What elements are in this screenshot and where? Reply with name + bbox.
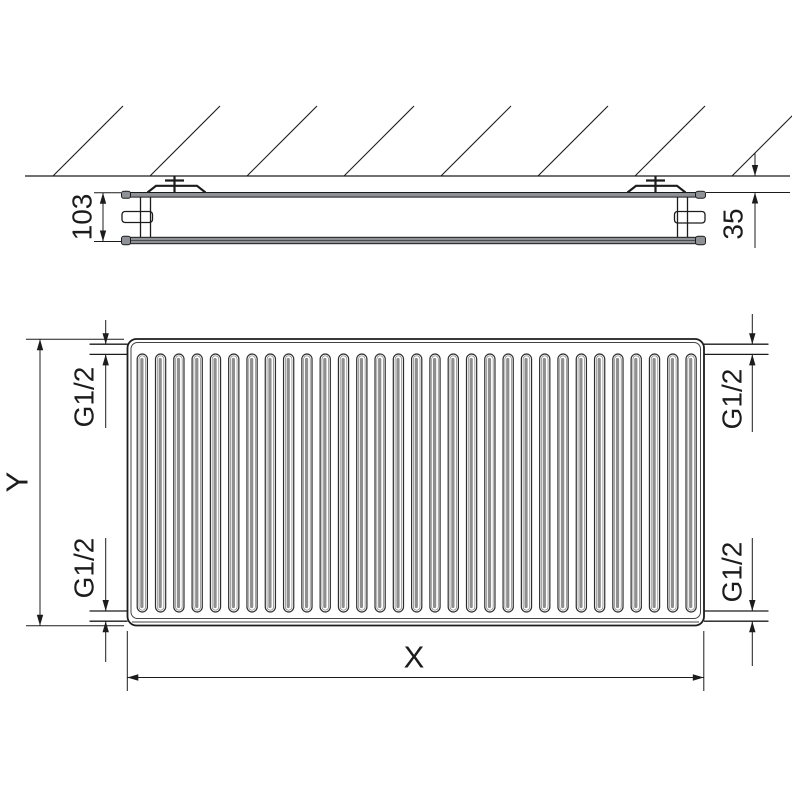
side-connection-right [675, 212, 706, 224]
pipe-top-right [704, 344, 769, 354]
pipe-bottom-left [90, 611, 128, 621]
height-dimension-label: Y [0, 472, 35, 493]
connection-label-bottom-left: G1/2 [69, 538, 100, 599]
dimension-connection-top-left: G1/2 [69, 320, 109, 428]
hatch-line [441, 106, 511, 176]
dimension-width: X [127, 631, 704, 691]
hatch-line [538, 106, 608, 176]
technical-drawing-svg: 103 35 [0, 0, 800, 800]
side-view: 103 35 [25, 106, 800, 248]
wall-bracket-left [148, 176, 206, 193]
hub-channels [141, 197, 688, 237]
connection-label-top-left: G1/2 [69, 367, 100, 428]
dimension-connection-top-right: G1/2 [717, 314, 756, 432]
wall-bracket-right [628, 176, 686, 193]
dimension-connection-bottom-left: G1/2 [69, 538, 109, 662]
hatch-line [53, 106, 123, 176]
side-connection-left [122, 212, 153, 223]
hatch-line [247, 106, 317, 176]
wall-distance-dimension-label: 35 [718, 208, 749, 239]
radiator-top-panel [122, 191, 706, 198]
dimension-wall-distance: 35 [706, 153, 790, 248]
hatch-line [150, 106, 220, 176]
pipe-top-left [90, 344, 128, 354]
connection-label-bottom-right: G1/2 [717, 542, 748, 603]
dimension-connection-bottom-right: G1/2 [717, 538, 756, 666]
hatch-line [344, 106, 414, 176]
depth-dimension-label: 103 [67, 194, 98, 241]
wall-hatching [53, 106, 800, 176]
radiator-bottom-panel [122, 236, 706, 244]
pipe-bottom-right [704, 611, 769, 621]
hatch-line [635, 106, 705, 176]
connection-label-top-right: G1/2 [717, 369, 748, 430]
front-view: G1/2 G1/2 G1/2 G1/2 [0, 314, 769, 691]
hatch-line [732, 106, 800, 176]
dimension-depth: 103 [67, 193, 122, 242]
width-dimension-label: X [404, 640, 425, 675]
radiator-technical-drawing: 103 35 [0, 0, 800, 800]
fins [137, 354, 696, 612]
